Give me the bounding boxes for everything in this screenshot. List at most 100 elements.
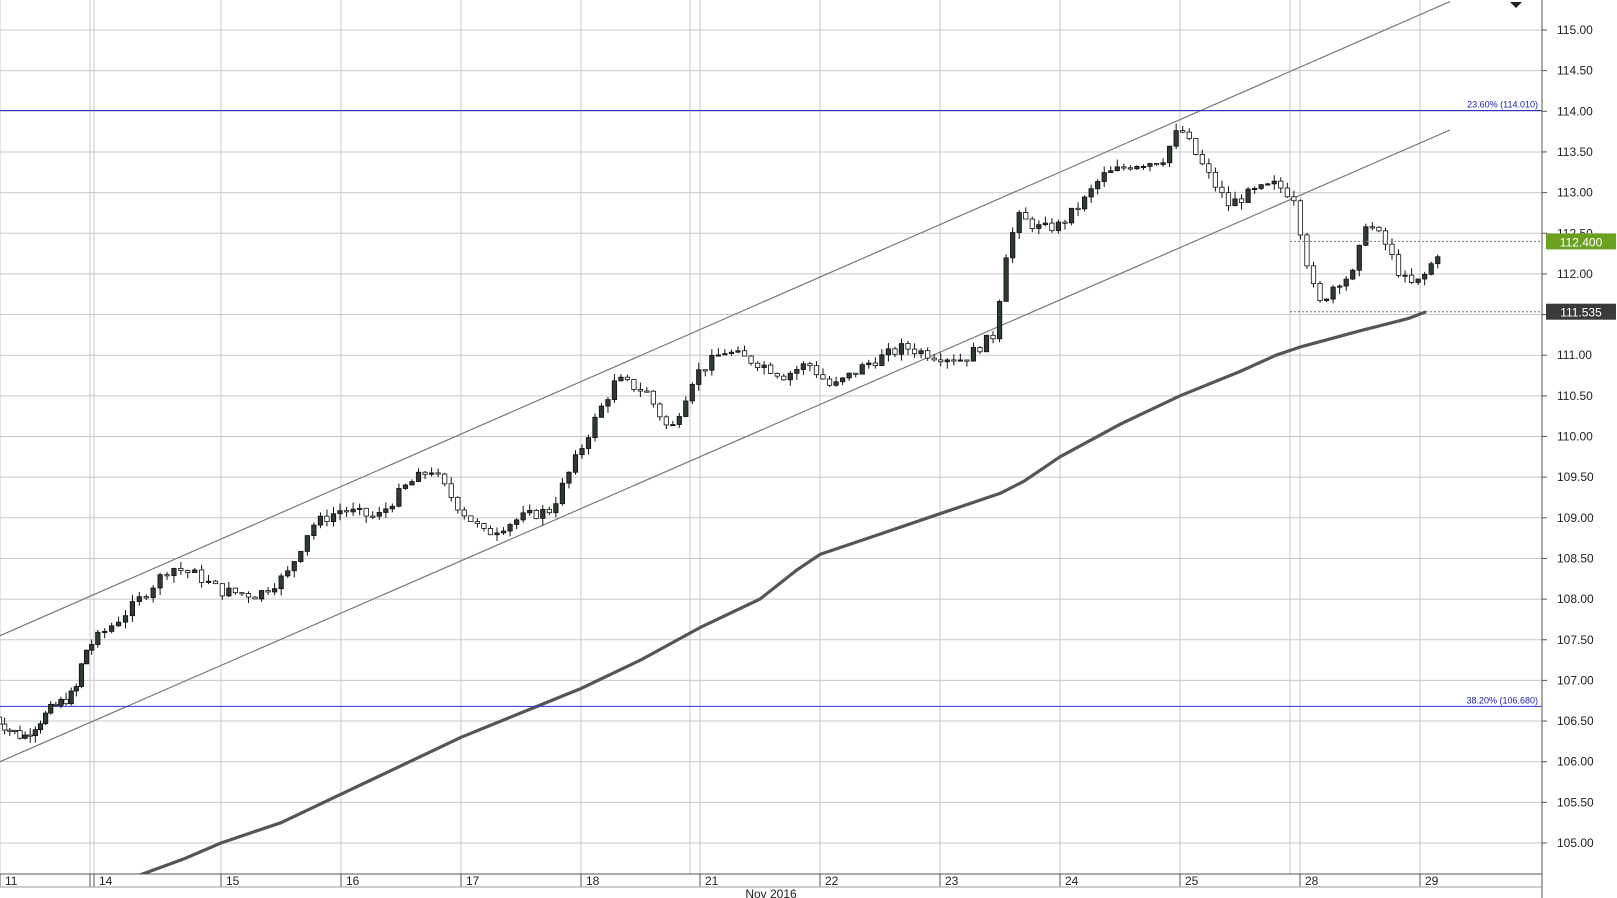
date-tick-label: 17 — [466, 874, 480, 888]
candle-body — [48, 703, 54, 714]
candle-body — [232, 587, 238, 594]
candle-body — [42, 712, 49, 725]
grid-lines — [0, 0, 1542, 874]
date-tick-label: 15 — [226, 874, 240, 888]
candle-body — [12, 729, 18, 732]
candle-body — [728, 351, 735, 355]
candle-body — [546, 508, 552, 514]
candle-body — [918, 350, 924, 355]
candle-body — [1010, 232, 1016, 259]
candle-body — [585, 437, 592, 449]
candle-body — [68, 690, 74, 705]
candle-body — [859, 364, 865, 375]
candle-body — [1350, 269, 1356, 280]
candle-body — [53, 703, 59, 706]
candle-body — [494, 532, 500, 536]
candle-body — [1310, 265, 1317, 284]
chevron-down-icon — [1510, 2, 1522, 8]
candle-body — [605, 399, 611, 407]
candle-body — [1232, 198, 1238, 207]
candle-body — [37, 723, 44, 731]
candle-body — [63, 698, 69, 705]
candle-body — [164, 574, 170, 577]
date-tick-label: 11 — [5, 874, 18, 888]
candle-body — [1245, 188, 1251, 203]
price-tick-label: 108.50 — [1557, 551, 1594, 565]
price-axis: 105.00 105.50 106.00 106.50 107.00 107.50 108.… — [1541, 0, 1617, 874]
candle-body — [807, 363, 813, 367]
candle-body — [1219, 186, 1225, 194]
price-tick-label: 109.50 — [1557, 470, 1594, 484]
candle-body — [715, 354, 721, 357]
candle-body — [298, 551, 304, 562]
candle-body — [748, 355, 754, 364]
channel-lower-line — [0, 129, 1451, 763]
candle-body — [435, 472, 441, 475]
date-axis: 11 14 15 16 17 18 21 22 23 24 25 28 29 Nov 2016 — [0, 873, 1617, 898]
candle-body — [1258, 184, 1264, 189]
candle-body — [1271, 180, 1277, 185]
candle-body — [442, 473, 448, 485]
candle-body — [774, 373, 780, 377]
corner-marker — [1510, 2, 1522, 8]
price-tick-label: 106.50 — [1557, 714, 1594, 728]
candle-body — [1186, 131, 1192, 139]
candle-body — [1265, 183, 1271, 186]
candle-body — [820, 374, 826, 380]
candle-body — [337, 510, 343, 515]
candle-body — [1415, 278, 1421, 283]
candle-body — [357, 507, 363, 510]
candle-body — [1356, 244, 1362, 271]
candle-body — [89, 644, 95, 651]
price-tick-label: 110.50 — [1557, 389, 1593, 403]
candle-body — [611, 380, 618, 401]
candle-body — [1252, 188, 1258, 191]
candle-body — [171, 568, 177, 576]
candle-body — [7, 729, 13, 732]
candle-body — [252, 596, 258, 600]
candle-body — [826, 378, 833, 386]
price-tick-label: 106.00 — [1557, 755, 1594, 769]
candle-body — [853, 372, 859, 375]
price-tick-label: 107.50 — [1557, 633, 1594, 647]
candle-body — [533, 509, 539, 519]
candle-body — [2, 723, 8, 731]
candle-body — [1180, 130, 1186, 133]
candle-body — [1153, 163, 1160, 166]
candle-body — [566, 471, 572, 484]
candle-body — [559, 482, 566, 505]
candle-body — [892, 348, 898, 355]
candle-body — [1297, 200, 1304, 236]
candle-body — [898, 343, 905, 355]
candle-body — [670, 424, 676, 427]
price-axis-background — [1542, 0, 1617, 874]
candle-body — [343, 510, 350, 513]
candle-body — [1435, 256, 1441, 265]
candle-body — [487, 528, 494, 536]
candle-body — [911, 348, 918, 355]
candle-body — [1323, 298, 1330, 302]
candle-body — [846, 372, 852, 379]
candle-body — [95, 631, 101, 645]
candle-body — [185, 570, 191, 573]
candle-body — [17, 730, 23, 739]
moving-average-line — [137, 310, 1427, 878]
candle-body — [1225, 192, 1232, 207]
candle-body — [1330, 286, 1336, 300]
candle-body — [631, 379, 637, 390]
candle-body — [370, 515, 376, 518]
date-tick-label: 29 — [1425, 874, 1439, 888]
candle-body — [1068, 207, 1075, 224]
candle-body — [663, 416, 669, 426]
candle-body — [944, 359, 950, 363]
candle-body — [1343, 278, 1349, 287]
candles — [0, 123, 1441, 743]
date-tick-label: 18 — [586, 874, 600, 888]
candle-body — [592, 416, 598, 439]
candle-body — [500, 530, 507, 534]
candle-body — [1016, 212, 1022, 233]
candle-body — [768, 364, 774, 374]
candle-body — [637, 389, 643, 392]
candle-body — [1121, 166, 1127, 169]
candle-body — [1238, 198, 1245, 203]
